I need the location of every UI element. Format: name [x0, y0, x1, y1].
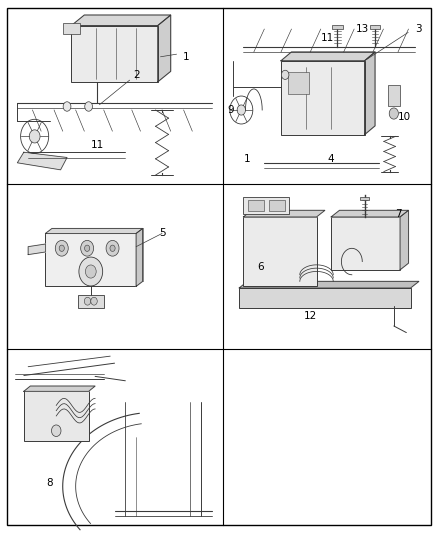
Text: 8: 8 — [46, 478, 53, 488]
Bar — [63, 23, 80, 34]
Bar — [268, 199, 285, 211]
Text: 4: 4 — [328, 154, 335, 164]
Polygon shape — [400, 211, 409, 270]
Circle shape — [389, 108, 399, 119]
Text: 1: 1 — [183, 52, 189, 62]
Text: 13: 13 — [356, 24, 369, 34]
Polygon shape — [239, 281, 419, 288]
Bar — [24, 391, 88, 441]
Circle shape — [81, 240, 94, 256]
Circle shape — [85, 245, 90, 252]
Polygon shape — [24, 386, 95, 391]
Text: 12: 12 — [304, 311, 317, 321]
Bar — [244, 197, 290, 214]
Bar — [244, 217, 317, 286]
Polygon shape — [158, 15, 171, 82]
Bar — [281, 61, 364, 135]
Circle shape — [29, 130, 40, 143]
Bar — [288, 72, 309, 94]
Text: 1: 1 — [244, 154, 251, 164]
Polygon shape — [28, 244, 46, 255]
Circle shape — [52, 425, 61, 437]
Polygon shape — [46, 229, 143, 233]
Polygon shape — [281, 52, 375, 61]
Polygon shape — [364, 52, 375, 135]
Text: 11: 11 — [91, 140, 104, 150]
Circle shape — [91, 297, 97, 305]
Circle shape — [79, 257, 102, 286]
Bar — [360, 197, 369, 200]
Polygon shape — [71, 15, 171, 26]
Text: 2: 2 — [133, 70, 139, 80]
Bar — [332, 25, 343, 29]
Circle shape — [106, 240, 119, 256]
Text: 11: 11 — [320, 33, 334, 43]
Bar — [71, 26, 158, 82]
Text: 7: 7 — [395, 208, 401, 219]
Text: 9: 9 — [228, 105, 234, 115]
Circle shape — [237, 105, 245, 115]
Polygon shape — [136, 229, 143, 286]
Polygon shape — [244, 211, 325, 217]
Bar — [388, 85, 400, 107]
Polygon shape — [18, 152, 67, 170]
Circle shape — [85, 102, 92, 111]
Circle shape — [84, 297, 91, 305]
Polygon shape — [331, 211, 409, 217]
Circle shape — [59, 245, 64, 252]
Bar — [248, 199, 264, 211]
Bar — [52, 229, 143, 281]
Text: 6: 6 — [257, 262, 263, 271]
Circle shape — [85, 265, 96, 278]
Circle shape — [282, 70, 289, 79]
Bar — [46, 233, 136, 286]
Circle shape — [63, 102, 71, 111]
Bar — [331, 217, 400, 270]
Text: 10: 10 — [398, 112, 411, 122]
Circle shape — [110, 245, 115, 252]
Text: 5: 5 — [159, 229, 166, 238]
Circle shape — [55, 240, 68, 256]
Bar — [239, 288, 410, 308]
Bar — [370, 25, 380, 29]
Text: 3: 3 — [416, 24, 422, 34]
Bar — [78, 295, 104, 308]
